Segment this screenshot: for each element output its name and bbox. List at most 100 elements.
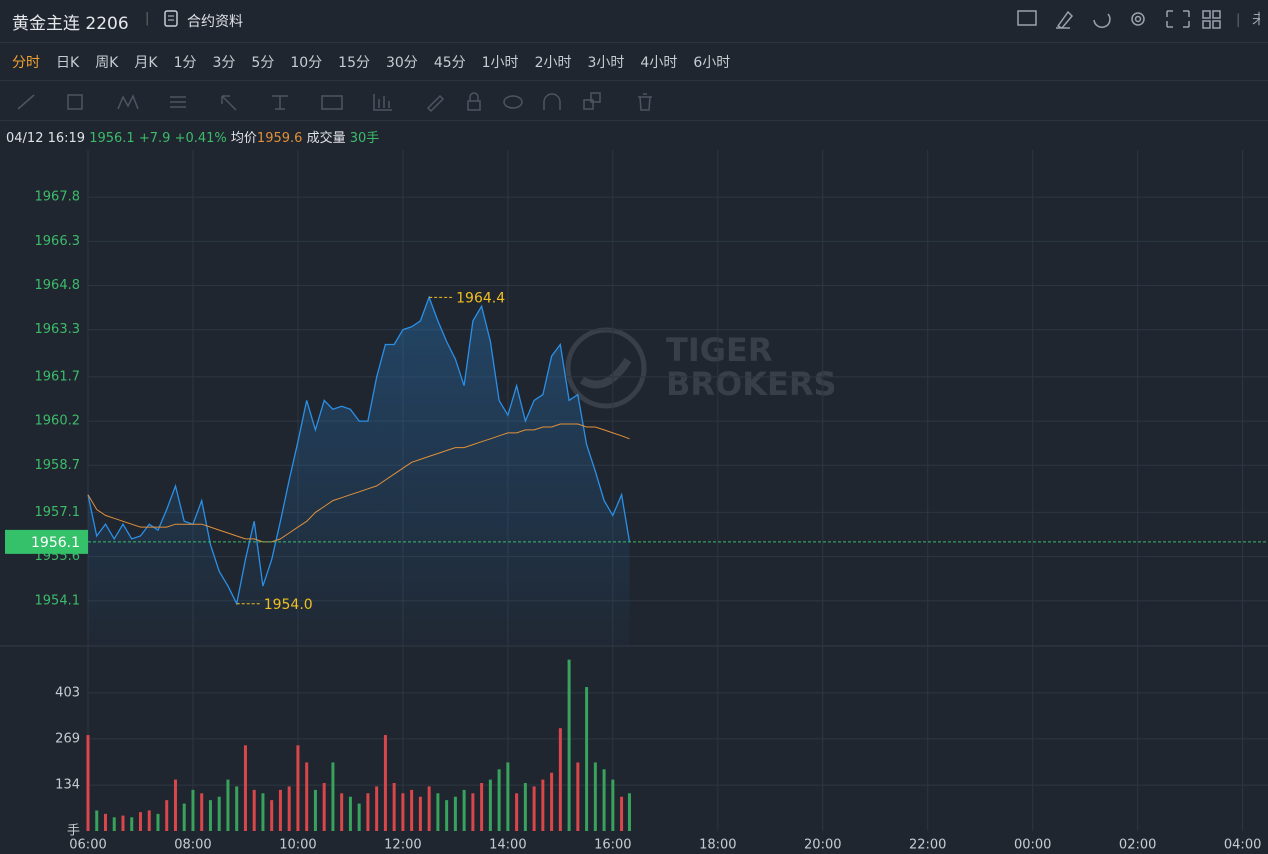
volume-bar	[410, 789, 414, 831]
volume-bar	[165, 800, 169, 831]
volume-bar	[585, 687, 589, 831]
tab[interactable]: 月K	[134, 54, 158, 71]
volume-bar	[191, 789, 195, 831]
average-line	[87, 423, 630, 543]
volume-bar	[340, 793, 344, 831]
tab[interactable]: 4小时	[640, 54, 678, 71]
tab[interactable]: 5分	[251, 54, 275, 71]
volume-bar	[200, 793, 204, 831]
tab[interactable]: 30分	[385, 54, 418, 71]
contract-info[interactable]: 合约资料	[187, 14, 243, 30]
x-tick-label: 08:00	[174, 838, 211, 853]
tab[interactable]: 1分	[173, 54, 197, 71]
volume-bar	[296, 745, 300, 831]
separator: |	[1236, 13, 1240, 28]
y-tick-label: 1957.1	[35, 505, 81, 520]
tab[interactable]: 分时	[12, 54, 40, 71]
x-tick-label: 16:00	[594, 838, 631, 853]
tab[interactable]: 日K	[56, 54, 80, 71]
volume-bar	[523, 783, 527, 831]
volume-bar	[627, 793, 631, 831]
volume-bar	[217, 796, 221, 831]
volume-bar	[620, 796, 624, 831]
volume-tick-label: 手	[67, 824, 80, 839]
volume-bar	[331, 762, 335, 831]
volume-bar	[261, 793, 265, 831]
icon[interactable]	[1093, 13, 1111, 28]
price-area	[88, 297, 630, 645]
icon[interactable]	[1056, 10, 1074, 29]
volume-bar	[305, 762, 309, 831]
volume-bar	[348, 796, 352, 831]
y-tick-label: 1960.2	[35, 414, 81, 429]
volume-bar	[121, 815, 125, 831]
icon[interactable]	[1017, 10, 1037, 26]
volume-tick-label: 134	[55, 778, 80, 793]
volume-bar	[313, 789, 317, 831]
tab[interactable]: 15分	[338, 54, 370, 71]
drawing-toolbar	[0, 82, 1268, 121]
volume-bar	[287, 786, 291, 831]
volume-bar	[243, 745, 247, 831]
volume-bar	[130, 817, 134, 831]
volume-bar	[278, 789, 282, 831]
volume-bar	[182, 803, 186, 831]
x-tick-label: 00:00	[1014, 838, 1051, 853]
last-price-label: 1956.1	[31, 535, 80, 551]
volume-bar	[322, 783, 326, 831]
volume-bar	[252, 789, 256, 831]
volume-bar	[138, 812, 142, 831]
volume-bar	[366, 793, 370, 831]
volume-bar	[480, 783, 484, 831]
info-time: 04/12 16:19	[6, 131, 86, 146]
icon[interactable]	[1131, 12, 1145, 26]
y-tick-label: 1963.3	[35, 322, 81, 337]
volume-bar	[497, 769, 501, 831]
icon[interactable]	[1166, 10, 1190, 28]
top-bar: 黄金主连 2206 | 合约资料 | 未	[0, 0, 1268, 43]
tab[interactable]: 1小时	[481, 54, 519, 71]
info-avg: 1959.6	[256, 131, 303, 146]
volume-bar	[173, 779, 177, 831]
info-avg-label: 均价	[230, 131, 257, 146]
doc-icon[interactable]	[163, 10, 179, 28]
last-price-box	[5, 529, 88, 554]
volume-bar	[270, 800, 274, 831]
icon[interactable]	[1212, 20, 1221, 29]
volume-bar	[506, 762, 510, 831]
volume-bar	[445, 800, 449, 831]
x-tick-label: 22:00	[909, 838, 946, 853]
volume-bar	[401, 793, 405, 831]
volume-bar	[357, 803, 361, 831]
info-price: 1956.1	[89, 131, 135, 146]
x-tick-label: 20:00	[804, 838, 841, 853]
info-volume: 30手	[349, 131, 380, 146]
tab[interactable]: 6小时	[693, 54, 731, 71]
top-icons: | 未	[1017, 10, 1260, 29]
volume-tick-label: 403	[55, 685, 80, 700]
volume-tick-label: 269	[55, 731, 80, 746]
tab[interactable]: 3小时	[587, 54, 625, 71]
volume-bar	[112, 817, 116, 831]
volume-bar	[375, 786, 379, 831]
info-line: 04/12 16:19 1956.1 +7.9 +0.41% 均价1959.6 …	[6, 127, 379, 146]
volume-bar	[558, 728, 562, 831]
price-line	[87, 295, 631, 606]
tab[interactable]: 周K	[95, 54, 119, 71]
volume-bar	[541, 779, 545, 831]
volume-bar	[453, 796, 457, 831]
x-tick-label: 02:00	[1119, 838, 1156, 853]
info-volume-label: 成交量	[306, 131, 346, 146]
volume-bar	[86, 735, 90, 831]
tab[interactable]: 2小时	[534, 54, 572, 71]
volume-bar	[576, 762, 580, 831]
tab[interactable]: 10分	[290, 54, 323, 71]
annotation-label: 1964.4	[456, 290, 505, 306]
tab[interactable]: 45分	[433, 54, 466, 71]
y-tick-label: 1961.7	[35, 369, 81, 384]
volume-bar	[550, 772, 554, 831]
volume-bar	[392, 783, 396, 831]
tab[interactable]: 3分	[212, 54, 236, 71]
volume-bar	[147, 810, 151, 831]
